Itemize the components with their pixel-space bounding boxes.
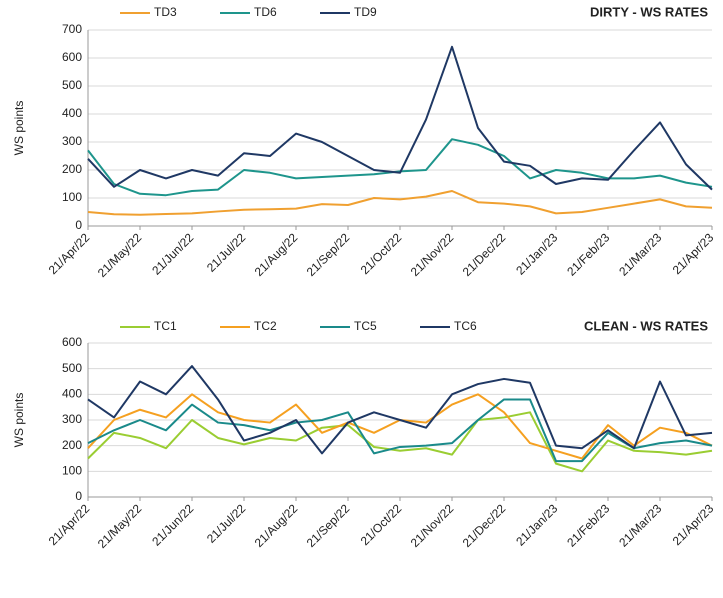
y-tick-label: 200 xyxy=(62,162,82,176)
series-line xyxy=(87,398,713,463)
x-tick-label: 21/May/22 xyxy=(95,230,145,280)
legend-label: TC1 xyxy=(154,319,177,333)
y-tick-label: 0 xyxy=(75,218,82,232)
x-tick-label: 21/Mar/23 xyxy=(616,501,664,549)
legend-label: TD9 xyxy=(354,5,377,19)
x-tick-label: 21/Jul/22 xyxy=(204,501,249,546)
series-line xyxy=(87,190,713,216)
x-tick-label: 21/Apr/22 xyxy=(46,230,93,277)
y-tick-label: 100 xyxy=(62,190,82,204)
x-tick-label: 21/Jan/23 xyxy=(513,501,560,548)
x-tick-label: 21/Apr/22 xyxy=(46,501,93,548)
x-tick-label: 21/Oct/22 xyxy=(358,501,405,548)
x-tick-label: 21/Sep/22 xyxy=(304,230,353,279)
x-tick-label: 21/Sep/22 xyxy=(304,501,353,550)
y-tick-label: 400 xyxy=(62,387,82,401)
x-tick-label: 21/Dec/22 xyxy=(460,501,509,550)
x-tick-label: 21/Nov/22 xyxy=(408,230,457,279)
y-tick-label: 100 xyxy=(62,464,82,478)
y-tick-label: 0 xyxy=(75,489,82,503)
series-line xyxy=(87,365,713,455)
x-tick-label: 21/Feb/23 xyxy=(564,501,612,549)
y-tick-label: 200 xyxy=(62,438,82,452)
x-tick-label: 21/Jun/22 xyxy=(149,501,196,548)
x-tick-label: 21/Jul/22 xyxy=(204,230,249,275)
series-line xyxy=(87,393,713,460)
x-tick-label: 21/Apr/23 xyxy=(670,501,717,548)
x-tick-label: 21/May/22 xyxy=(95,501,145,551)
y-tick-label: 400 xyxy=(62,106,82,120)
y-tick-label: 300 xyxy=(62,412,82,426)
series-line xyxy=(87,45,713,191)
x-tick-label: 21/Aug/22 xyxy=(252,501,301,550)
y-tick-label: 700 xyxy=(62,22,82,36)
legend-label: TC6 xyxy=(454,319,477,333)
y-tick-label: 500 xyxy=(62,361,82,375)
y-axis-label: WS points xyxy=(12,101,26,156)
x-tick-label: 21/Aug/22 xyxy=(252,230,301,279)
x-tick-label: 21/Oct/22 xyxy=(358,230,405,277)
y-tick-label: 600 xyxy=(62,50,82,64)
x-tick-label: 21/Apr/23 xyxy=(670,230,717,277)
y-tick-label: 300 xyxy=(62,134,82,148)
y-tick-label: 600 xyxy=(62,335,82,349)
x-tick-label: 21/Feb/23 xyxy=(564,230,612,278)
series-line xyxy=(87,411,713,473)
legend-label: TC5 xyxy=(354,319,377,333)
legend-label: TD3 xyxy=(154,5,177,19)
x-tick-label: 21/Jan/23 xyxy=(513,230,560,277)
y-tick-label: 500 xyxy=(62,78,82,92)
x-tick-label: 21/Jun/22 xyxy=(149,230,196,277)
chart-title: DIRTY - WS RATES xyxy=(590,4,708,19)
legend-label: TD6 xyxy=(254,5,277,19)
chart-title: CLEAN - WS RATES xyxy=(584,318,708,333)
x-tick-label: 21/Mar/23 xyxy=(616,230,664,278)
x-tick-label: 21/Dec/22 xyxy=(460,230,509,279)
legend-label: TC2 xyxy=(254,319,277,333)
x-tick-label: 21/Nov/22 xyxy=(408,501,457,550)
y-axis-label: WS points xyxy=(12,393,26,448)
